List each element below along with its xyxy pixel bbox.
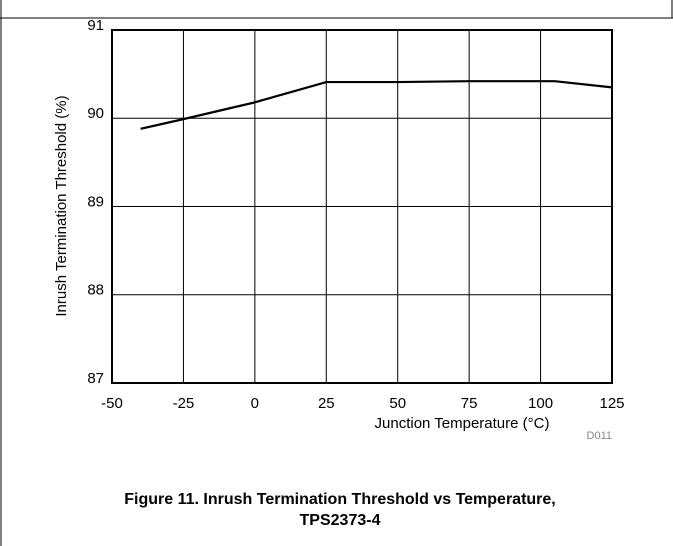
y-tick-label: 91 — [87, 17, 104, 34]
caption-line: TPS2373-4 — [300, 512, 381, 529]
x-tick-label: -25 — [173, 395, 195, 412]
x-tick-label: 0 — [251, 395, 259, 412]
plot-frame — [111, 29, 613, 384]
x-tick-label: 75 — [461, 395, 478, 412]
x-tick-label: 50 — [389, 395, 406, 412]
y-axis-label: Inrush Termination Threshold (%) — [53, 95, 70, 316]
x-tick-label: 125 — [599, 395, 624, 412]
y-tick-label: 90 — [87, 105, 104, 122]
caption-line: Figure 11. Inrush Termination Threshold … — [124, 491, 556, 508]
x-tick-label: -50 — [101, 395, 123, 412]
x-axis-label: Junction Temperature (°C) — [375, 415, 550, 432]
data-line — [140, 80, 613, 130]
y-tick-label: 87 — [87, 370, 104, 387]
x-tick-label: 100 — [528, 395, 553, 412]
y-tick-label: 89 — [87, 193, 104, 210]
x-tick-label: 25 — [318, 395, 335, 412]
annotation: D011 — [587, 430, 612, 442]
y-tick-label: 88 — [87, 282, 104, 299]
